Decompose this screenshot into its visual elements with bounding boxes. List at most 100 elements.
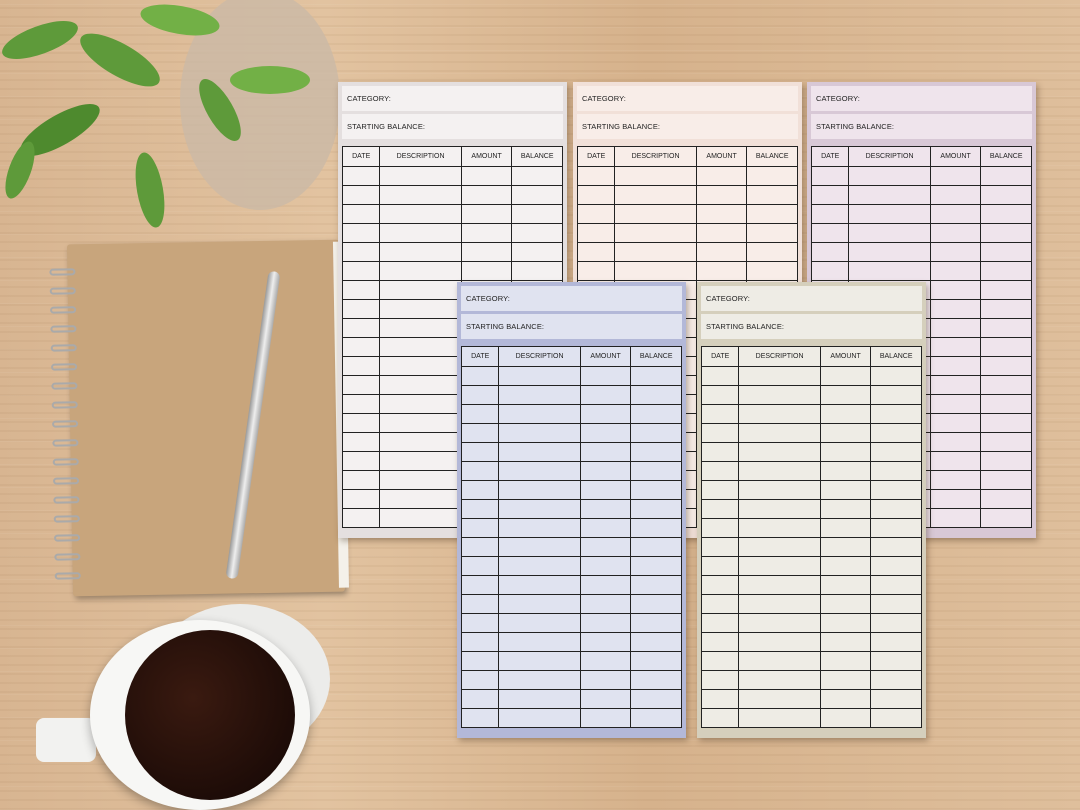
table-cell[interactable] [870,651,922,671]
table-cell[interactable] [700,385,740,405]
table-cell[interactable] [341,299,381,319]
table-cell[interactable] [870,556,922,576]
table-cell[interactable] [700,499,740,519]
table-cell[interactable] [980,356,1032,376]
table-cell[interactable] [929,166,982,186]
table-cell[interactable] [980,470,1032,490]
table-cell[interactable] [460,708,500,728]
table-cell[interactable] [870,385,922,405]
table-cell[interactable] [700,670,740,690]
table-cell[interactable] [498,423,581,443]
table-cell[interactable] [341,451,381,471]
table-cell[interactable] [498,613,581,633]
table-cell[interactable] [630,556,682,576]
table-cell[interactable] [700,404,740,424]
table-cell[interactable] [579,575,632,595]
table-cell[interactable] [929,242,982,262]
table-cell[interactable] [819,423,872,443]
table-cell[interactable] [848,166,931,186]
table-cell[interactable] [700,366,740,386]
table-cell[interactable] [848,261,931,281]
table-cell[interactable] [579,461,632,481]
table-cell[interactable] [379,299,462,319]
table-cell[interactable] [341,489,381,509]
table-cell[interactable] [379,413,462,433]
table-cell[interactable] [630,575,682,595]
table-cell[interactable] [810,204,850,224]
table-cell[interactable] [980,261,1032,281]
table-cell[interactable] [848,185,931,205]
table-cell[interactable] [379,337,462,357]
table-cell[interactable] [870,537,922,557]
table-cell[interactable] [460,404,500,424]
table-cell[interactable] [498,385,581,405]
table-cell[interactable] [460,594,500,614]
table-cell[interactable] [379,280,462,300]
table-cell[interactable] [379,375,462,395]
table-cell[interactable] [929,356,982,376]
table-cell[interactable] [980,432,1032,452]
table-cell[interactable] [980,204,1032,224]
table-cell[interactable] [460,423,500,443]
table-cell[interactable] [870,423,922,443]
table-cell[interactable] [929,470,982,490]
table-cell[interactable] [498,670,581,690]
table-cell[interactable] [870,632,922,652]
table-cell[interactable] [980,299,1032,319]
table-cell[interactable] [579,404,632,424]
table-cell[interactable] [341,261,381,281]
table-cell[interactable] [738,651,821,671]
table-cell[interactable] [738,499,821,519]
table-cell[interactable] [379,318,462,338]
table-cell[interactable] [929,299,982,319]
table-cell[interactable] [695,185,748,205]
table-cell[interactable] [870,613,922,633]
table-cell[interactable] [579,499,632,519]
table-cell[interactable] [870,366,922,386]
table-cell[interactable] [929,223,982,243]
table-cell[interactable] [614,261,697,281]
table-cell[interactable] [700,537,740,557]
table-cell[interactable] [738,518,821,538]
table-cell[interactable] [379,356,462,376]
table-cell[interactable] [980,166,1032,186]
table-cell[interactable] [576,261,616,281]
table-cell[interactable] [576,242,616,262]
table-cell[interactable] [614,166,697,186]
table-cell[interactable] [929,432,982,452]
table-cell[interactable] [738,632,821,652]
table-cell[interactable] [870,689,922,709]
table-cell[interactable] [579,708,632,728]
table-cell[interactable] [630,499,682,519]
table-cell[interactable] [738,537,821,557]
table-cell[interactable] [929,318,982,338]
table-cell[interactable] [379,508,462,528]
table-cell[interactable] [460,670,500,690]
table-cell[interactable] [819,594,872,614]
category-field[interactable]: CATEGORY: [342,86,563,111]
table-cell[interactable] [980,185,1032,205]
table-cell[interactable] [341,356,381,376]
table-cell[interactable] [819,442,872,462]
table-cell[interactable] [498,556,581,576]
starting-balance-field[interactable]: STARTING BALANCE: [701,314,922,339]
table-cell[interactable] [614,185,697,205]
table-cell[interactable] [870,670,922,690]
table-cell[interactable] [819,537,872,557]
table-cell[interactable] [929,394,982,414]
table-cell[interactable] [498,404,581,424]
table-cell[interactable] [738,594,821,614]
starting-balance-field[interactable]: STARTING BALANCE: [577,114,798,139]
table-cell[interactable] [700,518,740,538]
table-cell[interactable] [579,651,632,671]
table-cell[interactable] [460,204,513,224]
table-cell[interactable] [700,480,740,500]
table-cell[interactable] [630,689,682,709]
table-cell[interactable] [746,204,798,224]
table-cell[interactable] [630,670,682,690]
table-cell[interactable] [579,670,632,690]
table-cell[interactable] [630,613,682,633]
table-cell[interactable] [980,451,1032,471]
table-cell[interactable] [738,556,821,576]
table-cell[interactable] [700,461,740,481]
